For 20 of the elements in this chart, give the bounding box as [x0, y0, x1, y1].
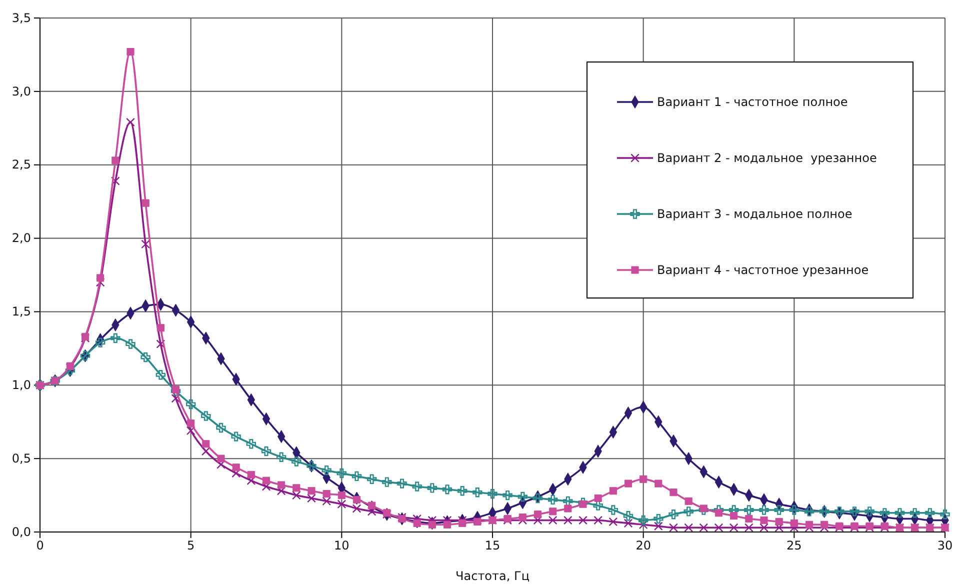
y-tick-label: 2,0: [12, 231, 31, 246]
legend-label: Вариант 2 - модальное урезанное: [657, 151, 877, 165]
x-tick-label: 25: [786, 538, 802, 553]
y-tick-label: 0,0: [12, 524, 31, 539]
x-tick-label: 10: [334, 538, 350, 553]
y-tick-label: 3,0: [12, 84, 31, 98]
legend-label: Вариант 4 - частотное урезанное: [657, 263, 869, 277]
y-tick-label: 2,5: [12, 158, 31, 172]
x-tick-label: 5: [187, 538, 195, 553]
x-tick-label: 20: [636, 538, 651, 553]
legend-label: Вариант 3 - модальное полное: [657, 207, 852, 221]
x-axis-title: Частота, Гц: [456, 569, 530, 583]
x-tick-label: 30: [937, 538, 953, 553]
y-tick-label: 0,5: [12, 451, 31, 466]
legend-label: Вариант 1 - частотное полное: [657, 95, 848, 109]
x-tick-label: 0: [36, 538, 44, 553]
x-tick-label: 15: [484, 538, 500, 553]
y-tick-label: 1,5: [12, 304, 31, 319]
y-tick-label: 3,5: [12, 10, 31, 25]
y-tick-label: 1,0: [12, 378, 31, 392]
